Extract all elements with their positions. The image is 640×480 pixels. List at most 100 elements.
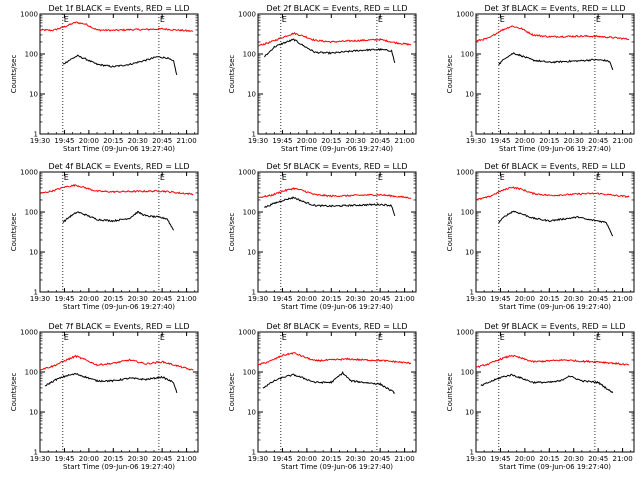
event-marker-label: E [160, 173, 165, 182]
y-tick-label: 100 [243, 209, 256, 217]
x-tick-label: 20:30 [346, 455, 366, 463]
x-tick-label: 20:00 [79, 295, 99, 303]
y-tick-label: 1000 [456, 169, 474, 177]
lld-series-line [39, 354, 194, 371]
x-axis-title: Start Time (09-Jun-06 19:27:40) [281, 463, 393, 471]
x-tick-label: 20:00 [515, 455, 535, 463]
event-marker-label: E [596, 15, 601, 24]
x-tick-label: 19:45 [272, 295, 292, 303]
event-marker-label: E [64, 333, 69, 342]
y-axis-title: Counts/sec [446, 213, 454, 252]
y-tick-label: 100 [243, 51, 256, 59]
x-tick-label: 21:00 [613, 295, 633, 303]
y-tick-label: 1 [252, 289, 256, 297]
event-marker-label: E [160, 333, 165, 342]
event-marker-label: E [64, 173, 69, 182]
y-tick-label: 10 [29, 409, 38, 417]
event-marker-label: E [282, 333, 287, 342]
panel-title: Det 2f BLACK = Events, RED = LLD [266, 4, 407, 13]
y-tick-label: 1000 [20, 329, 38, 337]
y-tick-label: 100 [25, 369, 38, 377]
y-tick-label: 100 [461, 369, 474, 377]
panel-title: Det 7f BLACK = Events, RED = LLD [48, 322, 189, 331]
x-tick-label: 20:00 [297, 295, 317, 303]
panel-1: Det 1f BLACK = Events, RED = LLD 1 10 100 10… [10, 4, 199, 153]
x-tick-label: 20:15 [321, 295, 341, 303]
x-tick-label: 21:00 [395, 455, 415, 463]
x-tick-label: 20:30 [128, 137, 148, 145]
y-tick-label: 1000 [20, 169, 38, 177]
events-series-line [480, 373, 614, 394]
panel-5: Det 5f BLACK = Events, RED = LLD 1 10 100 10… [228, 162, 417, 311]
y-tick-label: 10 [247, 249, 256, 257]
y-tick-label: 10 [247, 409, 256, 417]
y-tick-label: 100 [25, 209, 38, 217]
event-marker-label: E [378, 15, 383, 24]
panel-title: Det 5f BLACK = Events, RED = LLD [266, 162, 407, 171]
event-marker-label: E [378, 333, 383, 342]
y-axis-title: Counts/sec [228, 213, 236, 252]
lld-series-line [475, 186, 630, 201]
y-axis-title: Counts/sec [10, 213, 18, 252]
events-series-line [264, 196, 396, 217]
event-marker-label: E [64, 15, 69, 24]
event-marker-label: E [500, 15, 505, 24]
x-tick-label: 20:00 [79, 455, 99, 463]
x-tick-label: 20:00 [515, 137, 535, 145]
y-tick-label: 10 [29, 91, 38, 99]
panel-title: Det 3f BLACK = Events, RED = LLD [484, 4, 625, 13]
events-series-line [62, 54, 178, 76]
x-tick-label: 19:30 [466, 455, 486, 463]
y-tick-label: 10 [465, 409, 474, 417]
panel-title: Det 9f BLACK = Events, RED = LLD [484, 322, 625, 331]
lld-series-line [39, 21, 194, 33]
panel-title: Det 4f BLACK = Events, RED = LLD [48, 162, 189, 171]
panel-title: Det 8f BLACK = Events, RED = LLD [266, 322, 407, 331]
panel-4: Det 4f BLACK = Events, RED = LLD 1 10 100 10… [10, 162, 199, 311]
x-tick-label: 21:00 [395, 295, 415, 303]
x-axis-title: Start Time (09-Jun-06 19:27:40) [499, 463, 611, 471]
event-marker-label: E [160, 15, 165, 24]
x-tick-label: 19:45 [272, 137, 292, 145]
x-tick-label: 19:30 [466, 295, 486, 303]
event-marker-label: E [500, 173, 505, 182]
x-tick-label: 20:15 [321, 137, 341, 145]
x-tick-label: 20:15 [321, 455, 341, 463]
x-tick-label: 19:30 [248, 455, 268, 463]
x-tick-label: 20:00 [297, 137, 317, 145]
y-tick-label: 10 [247, 91, 256, 99]
y-axis-title: Counts/sec [10, 55, 18, 94]
x-tick-label: 20:15 [539, 137, 559, 145]
y-tick-label: 1 [34, 449, 38, 457]
panel-8: Det 8f BLACK = Events, RED = LLD 1 10 100 10… [228, 322, 417, 471]
x-tick-label: 21:00 [613, 455, 633, 463]
y-tick-label: 10 [465, 249, 474, 257]
y-tick-label: 100 [461, 51, 474, 59]
x-tick-label: 19:30 [30, 295, 50, 303]
x-tick-label: 20:45 [370, 455, 390, 463]
x-tick-label: 21:00 [177, 137, 197, 145]
panel-title: Det 6f BLACK = Events, RED = LLD [484, 162, 625, 171]
events-series-line [498, 52, 614, 71]
x-tick-label: 20:30 [564, 455, 584, 463]
x-tick-label: 20:30 [128, 295, 148, 303]
plot-frame [475, 171, 635, 293]
y-tick-label: 1 [470, 449, 474, 457]
x-tick-label: 20:00 [515, 295, 535, 303]
x-tick-label: 21:00 [395, 137, 415, 145]
event-marker-label: E [596, 173, 601, 182]
events-series-line [62, 210, 175, 231]
panel-2: Det 2f BLACK = Events, RED = LLD 1 10 100 10… [228, 4, 417, 153]
y-tick-label: 1 [470, 289, 474, 297]
x-tick-label: 20:15 [539, 295, 559, 303]
x-axis-title: Start Time (09-Jun-06 19:27:40) [63, 145, 175, 153]
plot-frame [39, 171, 199, 293]
x-tick-label: 19:30 [248, 137, 268, 145]
y-tick-label: 100 [243, 369, 256, 377]
plot-frame [257, 171, 417, 293]
plot-frame [475, 13, 635, 135]
x-axis-title: Start Time (09-Jun-06 19:27:40) [499, 145, 611, 153]
x-tick-label: 19:45 [272, 455, 292, 463]
y-tick-label: 1 [252, 449, 256, 457]
